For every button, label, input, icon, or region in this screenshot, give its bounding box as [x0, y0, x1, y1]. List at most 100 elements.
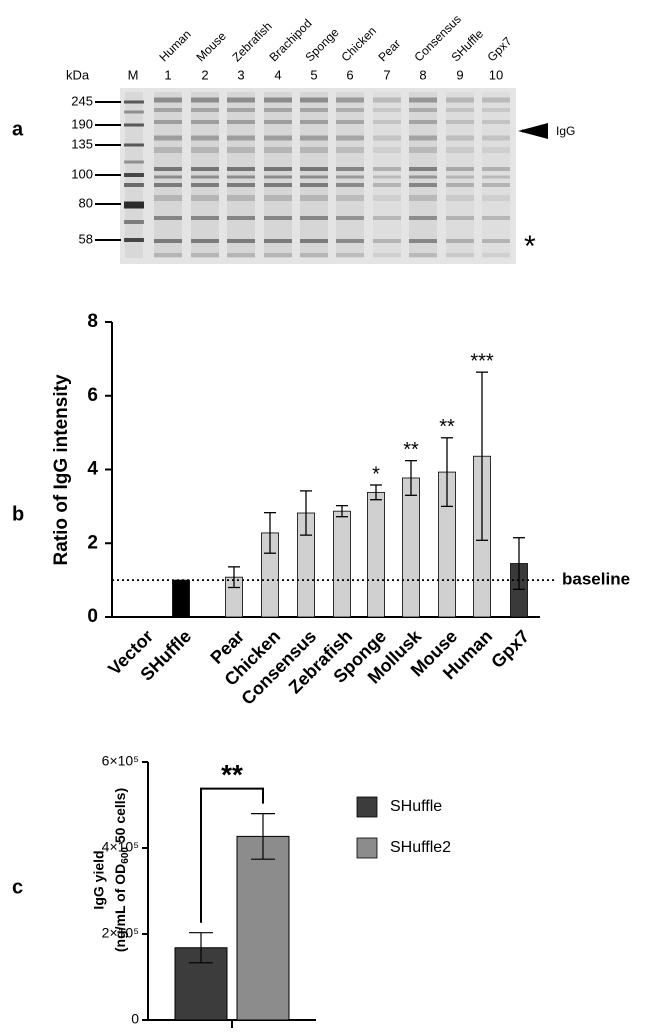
band — [482, 167, 510, 171]
band — [300, 253, 328, 257]
panel-label: a — [12, 118, 24, 140]
band — [300, 167, 328, 171]
baseline-label: baseline — [562, 570, 630, 589]
y-axis-label-part: 600 — [120, 847, 131, 864]
band — [264, 167, 292, 171]
gel-lane — [373, 92, 401, 258]
band — [227, 253, 255, 257]
band — [446, 135, 474, 141]
y-tick-label: 6×10⁵ — [102, 753, 139, 769]
band — [446, 253, 474, 257]
band — [446, 175, 474, 179]
y-axis-label: IgG yield — [91, 850, 107, 909]
band — [373, 253, 401, 257]
band — [336, 239, 364, 243]
band — [264, 135, 292, 141]
significance: ** — [439, 416, 455, 438]
band — [482, 183, 510, 187]
band — [409, 120, 437, 124]
band — [191, 216, 219, 220]
band — [336, 175, 364, 179]
gel-lane — [154, 92, 182, 258]
band — [446, 120, 474, 124]
legend-swatch — [356, 796, 378, 818]
y-tick-label: 0 — [131, 1011, 139, 1027]
error-bar — [189, 932, 213, 964]
lane-name: Pear — [375, 37, 403, 65]
band — [264, 97, 292, 103]
band — [191, 195, 219, 201]
significance-bracket — [200, 787, 264, 923]
y-tick-label: 2 — [87, 532, 98, 553]
lane-name: Chicken — [338, 24, 379, 65]
band — [409, 167, 437, 171]
lane-number: 5 — [310, 67, 317, 82]
band — [336, 120, 364, 124]
y-tick-label: 2×10⁵ — [102, 925, 139, 941]
band — [154, 167, 182, 171]
band — [373, 175, 401, 179]
gel-lane — [446, 92, 474, 258]
y-tick-label: 0 — [87, 606, 98, 627]
marker-label: 135 — [71, 136, 93, 151]
lane-name: Human — [156, 27, 193, 64]
band — [482, 147, 510, 153]
gel-lane — [264, 92, 292, 258]
band — [227, 108, 255, 112]
band — [409, 195, 437, 201]
bar — [172, 579, 190, 618]
band — [227, 167, 255, 171]
band — [264, 183, 292, 187]
band — [227, 216, 255, 220]
band — [446, 97, 474, 103]
marker-label: 58 — [79, 231, 93, 246]
legend-label: SHuffle — [390, 798, 442, 815]
y-tick-label: 8 — [87, 311, 98, 332]
bar — [367, 491, 385, 618]
error-bar — [336, 504, 348, 518]
marker-label: 100 — [71, 166, 93, 181]
lane-number: 6 — [346, 67, 353, 82]
band — [409, 97, 437, 103]
band — [336, 253, 364, 257]
lane-number: 1 — [164, 67, 171, 82]
band — [154, 216, 182, 220]
x-tick-label: Gpx7 — [487, 626, 533, 672]
marker-band — [124, 201, 144, 209]
band — [227, 97, 255, 103]
panel-label: b — [12, 503, 24, 525]
gel-lane — [300, 92, 328, 258]
lane-number: 4 — [274, 67, 281, 82]
band — [336, 147, 364, 153]
lane-number: 3 — [237, 67, 244, 82]
band — [154, 175, 182, 179]
band — [482, 97, 510, 103]
marker-label: 80 — [79, 195, 93, 210]
band — [373, 167, 401, 171]
band — [191, 97, 219, 103]
marker-band — [124, 173, 144, 177]
band — [446, 239, 474, 243]
y-tick-label: 4 — [87, 459, 98, 480]
marker-band — [124, 160, 144, 164]
band — [300, 147, 328, 153]
band — [373, 135, 401, 141]
error-bar — [441, 437, 453, 508]
band — [227, 175, 255, 179]
band — [191, 175, 219, 179]
band — [373, 216, 401, 220]
band — [409, 216, 437, 220]
band — [191, 167, 219, 171]
band — [373, 108, 401, 112]
marker-band — [124, 143, 144, 147]
band — [264, 216, 292, 220]
error-bar — [405, 459, 417, 496]
band — [191, 183, 219, 187]
band — [154, 135, 182, 141]
band — [336, 183, 364, 187]
unit-label: kDa — [66, 67, 90, 82]
legend-swatch — [356, 837, 378, 859]
band — [373, 120, 401, 124]
band — [373, 183, 401, 187]
band — [191, 239, 219, 243]
